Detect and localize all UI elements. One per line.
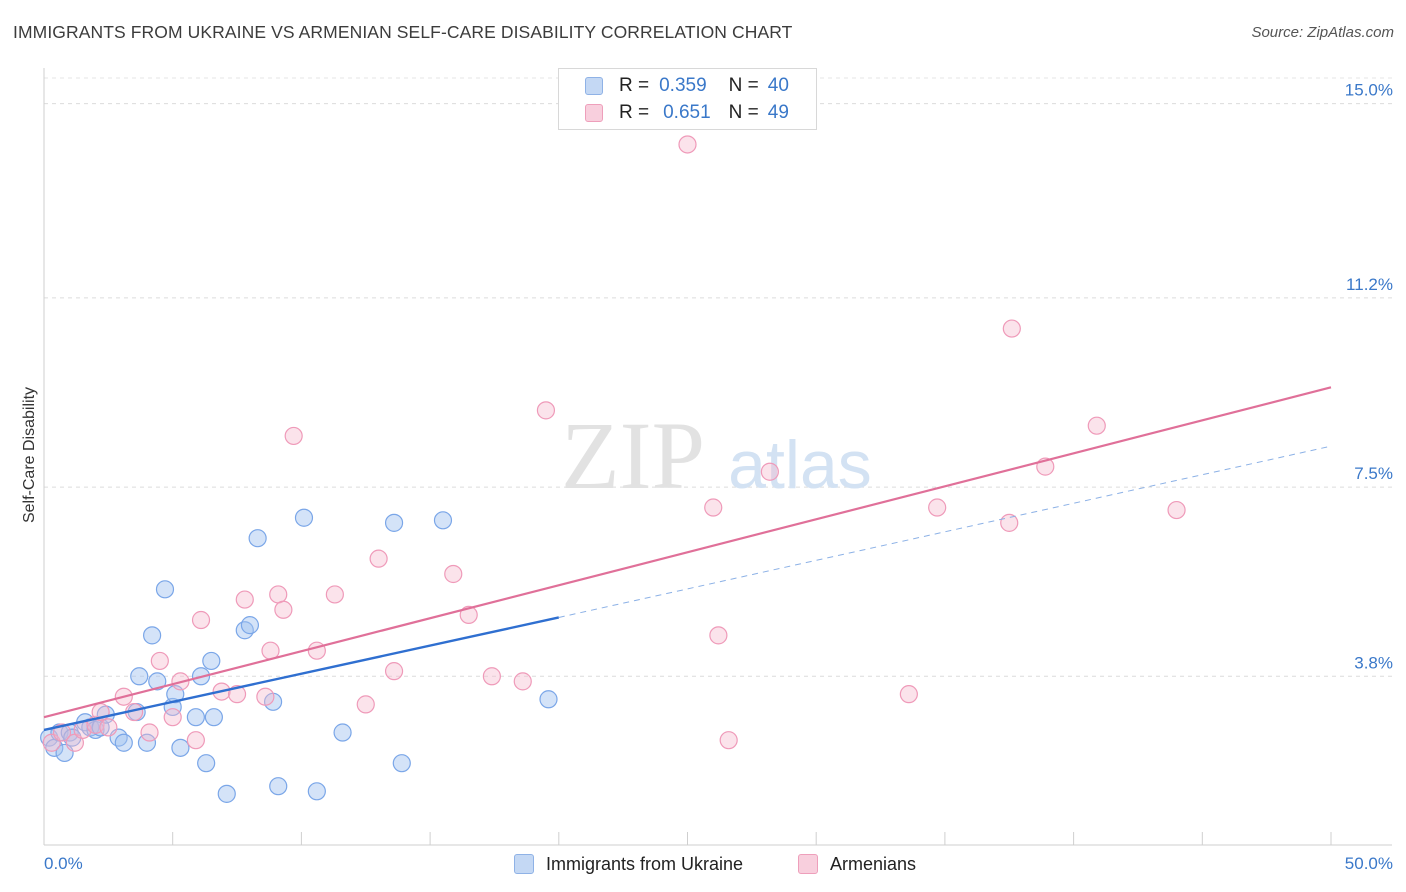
watermark-zip: ZIP: [561, 402, 705, 509]
ukraine-point: [171, 738, 190, 757]
ukraine-point: [235, 621, 254, 640]
bottom-legend-swatch-ukraine: [514, 854, 534, 874]
armenian-point: [191, 610, 211, 630]
legend-r-label-1: R =: [619, 75, 650, 96]
chart-title: IMMIGRANTS FROM UKRAINE VS ARMENIAN SELF…: [13, 22, 793, 42]
armenian-point: [444, 564, 463, 584]
ukraine-point: [197, 754, 216, 773]
ukraine-point: [202, 651, 221, 671]
source-label: Source: ZipAtlas.com: [1251, 24, 1394, 41]
ukraine-point: [114, 733, 133, 752]
ukraine-point: [240, 616, 260, 635]
ukraine-point: [148, 672, 167, 691]
bottom-legend-label-ukraine: Immigrants from Ukraine: [546, 853, 744, 874]
y-tick-label: 7.5%: [1354, 464, 1393, 483]
armenian-point: [235, 590, 254, 609]
correlation-legend: R = 0.359 N = 40 R = 0.651 N = 49: [558, 68, 817, 130]
armenian-point: [760, 462, 779, 481]
watermark-atlas: atlas: [728, 427, 872, 503]
legend-n-value-2: 49: [767, 102, 789, 123]
armenian-point: [899, 685, 918, 704]
armenian-point: [719, 731, 738, 750]
legend-row-ukraine: R = 0.359 N = 40: [585, 73, 789, 99]
legend-n-label-1: N =: [728, 75, 759, 96]
armenian-point: [513, 672, 532, 691]
ukraine-point: [384, 513, 404, 532]
legend-row-armenians: R = 0.651 N = 49: [585, 100, 789, 126]
armenian-point: [325, 585, 344, 604]
armenian-point: [150, 651, 169, 671]
ukraine-point: [63, 728, 82, 747]
ukraine-point: [130, 667, 149, 686]
armenian-point: [459, 605, 478, 625]
armenians-trendline: [43, 386, 1332, 719]
y-tick-label: 15.0%: [1345, 81, 1393, 100]
legend-swatch-armenians: [585, 104, 603, 122]
armenian-point: [269, 585, 288, 604]
x-tick-label-min: 0.0%: [44, 854, 83, 873]
watermark: ZIP atlas: [561, 402, 872, 509]
armenian-point: [52, 723, 72, 742]
legend-n-value-1: 40: [767, 75, 789, 96]
armenian-point: [1002, 319, 1021, 338]
ukraine-point: [155, 580, 175, 599]
armenian-point: [356, 695, 375, 714]
ukraine-point: [248, 529, 267, 548]
ukraine-point: [307, 782, 326, 801]
armenian-point: [1167, 500, 1186, 520]
ukraine-point: [392, 754, 411, 773]
ukraine-point: [186, 708, 205, 727]
armenian-point: [678, 135, 697, 154]
armenian-point: [274, 600, 293, 619]
armenian-point: [704, 498, 723, 517]
legend-r-value-2: 0.651: [663, 102, 711, 123]
bottom-legend-armenians: Armenians: [798, 850, 916, 878]
armenian-point: [369, 549, 388, 568]
ukraine-point: [269, 777, 288, 796]
legend-n-label-2: N =: [728, 102, 759, 123]
armenian-point: [1000, 513, 1019, 532]
y-tick-label: 3.8%: [1354, 653, 1393, 672]
ukraine-point: [204, 708, 223, 727]
ukraine-point: [333, 723, 352, 742]
armenian-point: [186, 731, 205, 750]
armenian-point: [99, 718, 118, 737]
ukraine-point: [539, 690, 558, 709]
armenian-point: [482, 667, 501, 686]
armenian-point: [384, 662, 404, 681]
ukraine-trendline: [43, 616, 560, 732]
armenian-point: [256, 687, 275, 706]
legend-r-label-2: R =: [619, 102, 650, 123]
armenian-point: [536, 401, 556, 420]
ukraine-point: [217, 784, 236, 803]
armenian-point: [163, 708, 182, 727]
armenian-point: [1087, 416, 1106, 435]
bottom-legend-ukraine: Immigrants from Ukraine: [514, 850, 743, 878]
armenian-point: [140, 723, 159, 742]
x-tick-label-max: 50.0%: [1345, 854, 1393, 873]
ukraine-point: [433, 511, 453, 530]
legend-swatch-ukraine: [585, 77, 603, 95]
ukraine-point: [294, 508, 314, 527]
armenian-point: [709, 626, 728, 645]
legend-r-value-1: 0.359: [659, 75, 707, 96]
y-tick-label: 11.2%: [1346, 275, 1393, 294]
armenian-point: [928, 498, 947, 517]
bottom-legend-swatch-armenians: [798, 854, 818, 874]
armenian-point: [284, 426, 303, 446]
bottom-legend-label-armenians: Armenians: [830, 853, 917, 874]
ukraine-point: [143, 626, 162, 645]
